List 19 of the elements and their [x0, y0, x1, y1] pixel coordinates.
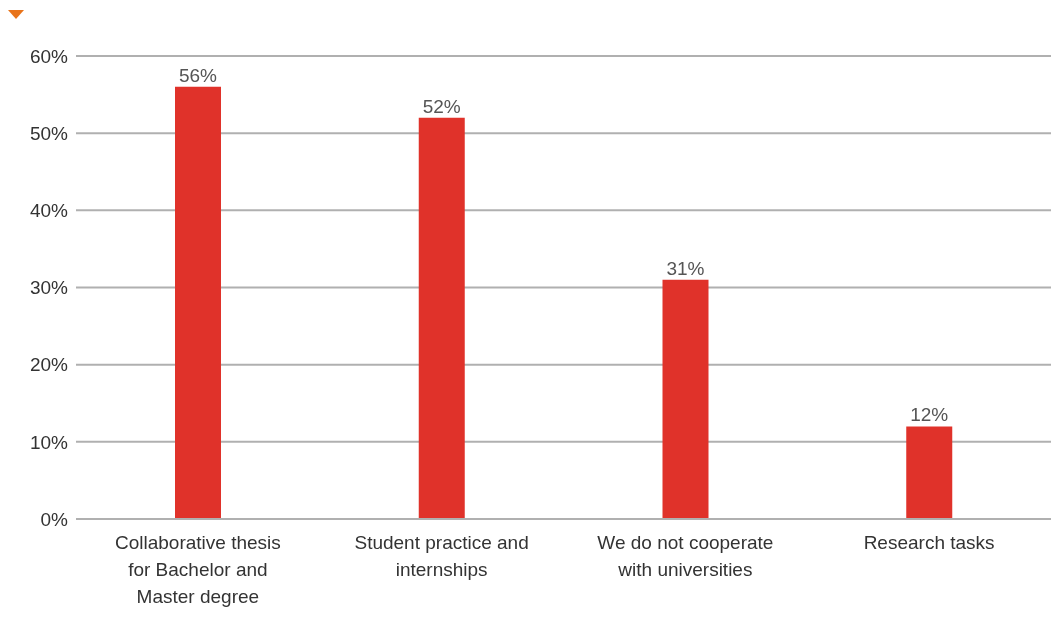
- x-tick-label: Collaborative thesis for Bachelor and Master degree: [114, 532, 281, 607]
- x-tick-label: Research tasks: [863, 532, 995, 553]
- x-tick-label: We do not cooperate with universities: [597, 532, 774, 580]
- bar: [175, 86, 221, 519]
- bar: [662, 279, 709, 519]
- x-tick-label: Student practice and internships: [354, 532, 529, 580]
- bar: [418, 117, 465, 519]
- y-tick-label: 0%: [40, 508, 69, 530]
- data-label: 12%: [910, 404, 949, 426]
- y-tick-label: 10%: [29, 431, 69, 453]
- bar: [906, 426, 953, 519]
- y-tick-label: 20%: [29, 354, 69, 376]
- data-label: 56%: [178, 64, 218, 86]
- y-tick-label: 50%: [29, 122, 69, 144]
- y-tick-label: 30%: [29, 277, 69, 299]
- y-tick-label: 60%: [29, 45, 69, 67]
- data-label: 52%: [422, 95, 461, 117]
- y-tick-label: 40%: [29, 200, 69, 222]
- data-label: 31%: [666, 257, 705, 279]
